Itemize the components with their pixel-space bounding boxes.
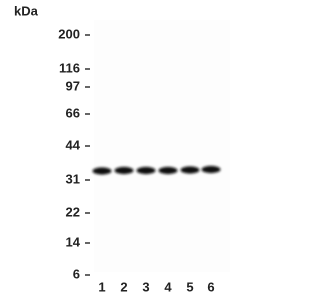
lane-label: 2 <box>120 279 127 294</box>
lane-label: 5 <box>186 279 193 294</box>
marker-label: 6 <box>73 266 80 281</box>
band <box>92 167 112 175</box>
lane-label: 6 <box>207 279 214 294</box>
band <box>114 166 134 175</box>
marker-label: 97 <box>66 78 80 93</box>
band <box>136 166 156 175</box>
marker-label: 44 <box>66 137 81 152</box>
membrane <box>94 20 230 272</box>
lane-label: 4 <box>164 279 172 294</box>
lane-label: 1 <box>98 279 105 294</box>
marker-label: 200 <box>58 26 80 41</box>
band <box>180 166 200 174</box>
marker-label: 14 <box>66 234 81 249</box>
lane-label: 3 <box>142 279 149 294</box>
marker-label: 116 <box>59 60 80 75</box>
band <box>158 166 178 175</box>
marker-label: 66 <box>66 105 80 120</box>
marker-label: 31 <box>66 171 80 186</box>
marker-label: 22 <box>66 204 80 219</box>
band <box>201 165 221 174</box>
unit-label: kDa <box>14 3 39 18</box>
